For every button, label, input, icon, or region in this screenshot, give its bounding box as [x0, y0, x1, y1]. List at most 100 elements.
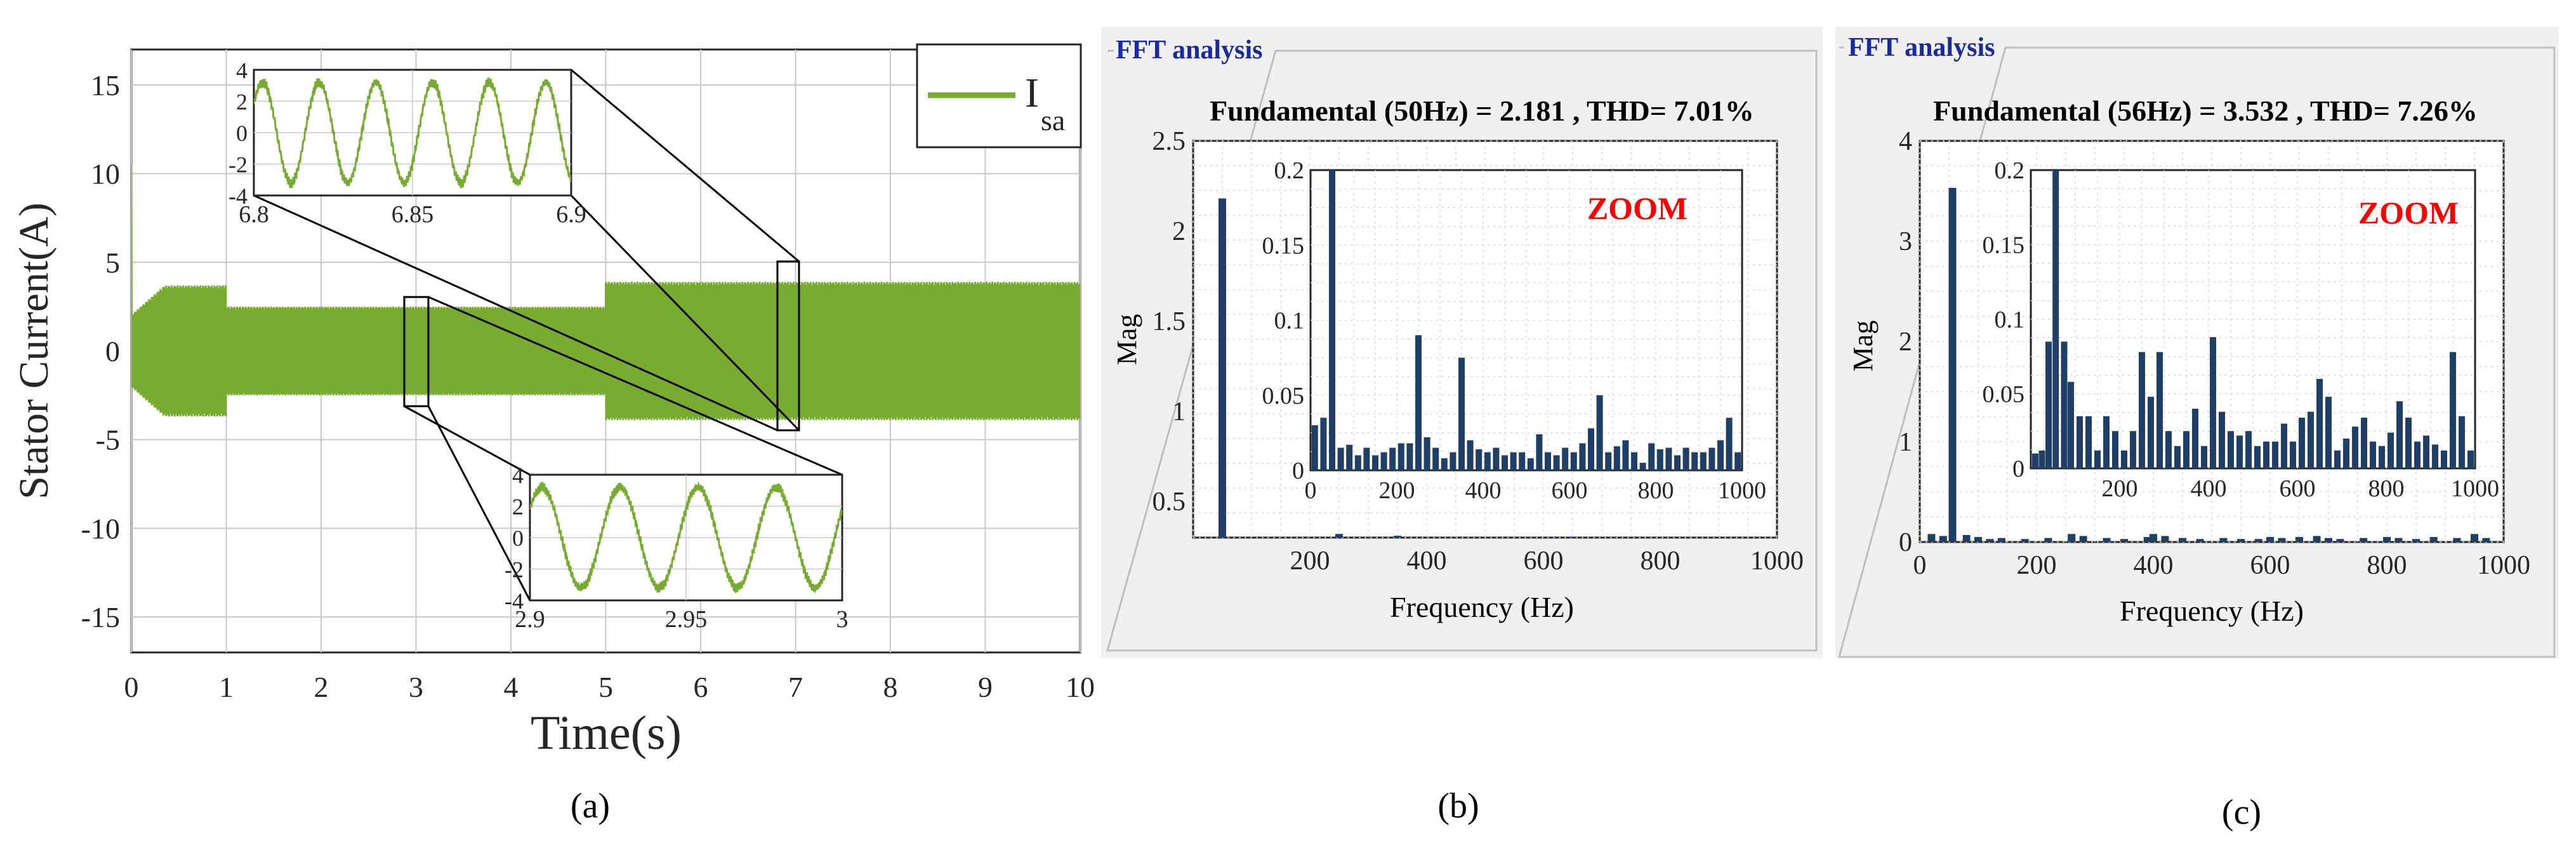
x-tick-label: 1	[219, 671, 234, 703]
fft-x-tick-label: 1000	[1750, 546, 1804, 576]
fft-bar	[2237, 539, 2245, 542]
fft-zoom-x-tick-label: 800	[2368, 475, 2405, 502]
y-tick-label: -5	[96, 424, 120, 456]
fft-bar	[2143, 537, 2151, 542]
fft-zoom-x-tick-label: 400	[2191, 475, 2227, 502]
time-plot-x-ticks: 0 1 2 3 4 5 6 7 8 9 10	[124, 671, 1095, 703]
fft-zoom-bar	[2290, 441, 2296, 468]
fft-bar	[2360, 538, 2368, 542]
fft-zoom-bar	[1656, 449, 1663, 470]
fft-zoom-bar	[1639, 463, 1646, 470]
fft-bar	[2179, 538, 2186, 542]
fft-panel-b-groupbox	[1106, 50, 1818, 652]
fft-zoom-bar	[1631, 452, 1637, 470]
y-tick-label: 0	[105, 335, 120, 367]
inset-bottom-grid	[530, 475, 842, 600]
fft-zoom-bar	[1415, 335, 1422, 470]
fft-bar	[2482, 538, 2490, 542]
x-tick-label: 7	[788, 671, 803, 703]
fft-zoom-bar	[2423, 435, 2429, 468]
fft-zoom-y-tick-label: 0.2	[1995, 157, 2025, 184]
fft-x-tick-label: 800	[1641, 546, 1681, 576]
fft-bar	[2394, 538, 2403, 542]
fft-y-tick-label: 0.5	[1153, 487, 1186, 517]
time-plot-y-ticks: -15 -10 -5 0 5 10 15	[81, 69, 120, 633]
inset-x-tick-label: 2.9	[515, 606, 545, 633]
zoom-source-box-bottom	[403, 296, 430, 407]
fft-zoom-bar	[1467, 440, 1474, 470]
fft-zoom-bar	[2052, 170, 2059, 468]
x-tick-label: 0	[124, 671, 139, 703]
fft-zoom-bar	[1423, 437, 1430, 470]
fft-zoom-bar	[2068, 381, 2074, 468]
fft-zoom-y-tick-label: 0.2	[1274, 157, 1305, 184]
fft-zoom-bar	[2077, 416, 2083, 468]
inset-y-tick-label: -2	[505, 557, 524, 583]
fft-zoom-bar	[2174, 446, 2181, 468]
fft-bar	[2068, 534, 2076, 542]
fft-c-ticks: 0 200 400 600 800 1000 0 1 2 3 4	[1899, 127, 2530, 580]
fft-zoom-bar	[1380, 452, 1387, 470]
fft-bar	[2278, 538, 2286, 542]
fft-zoom-bar	[2450, 352, 2456, 468]
inset-y-tick-label: -4	[505, 588, 524, 614]
fft-zoom-bar	[1536, 434, 1543, 470]
fft-zoom-bar	[1674, 455, 1681, 470]
fft-x-tick-label: 600	[2250, 551, 2290, 580]
fft-zoom-bar	[2061, 341, 2068, 468]
fft-bar	[1569, 536, 1576, 538]
fft-zoom-bar	[2370, 441, 2376, 468]
fft-x-tick-label: 400	[2134, 551, 2174, 580]
fft-bar	[1219, 198, 1226, 538]
y-tick-label: -10	[81, 512, 120, 545]
fft-zoom-x-tick-label: 1000	[2451, 475, 2499, 502]
fft-x-tick-label: 600	[1524, 546, 1564, 576]
inset-y-tick-label: 4	[236, 58, 248, 83]
fft-zoom-bar	[1363, 447, 1370, 470]
fft-zoom-bar	[1596, 395, 1603, 470]
fft-zoom-bar	[1519, 452, 1526, 470]
fft-zoom-bar	[1450, 452, 1456, 470]
fft-zoom-bar	[2045, 341, 2052, 468]
inset-y-tick-label: -4	[228, 183, 248, 209]
fft-bar	[1974, 537, 1982, 542]
fft-zoom-bar	[1484, 452, 1491, 470]
fft-bar	[2412, 539, 2420, 542]
fft-zoom-bar	[1329, 170, 1335, 470]
fft-zoom-bar	[2165, 431, 2172, 468]
fft-bar	[1927, 534, 1936, 542]
fft-bar	[2219, 538, 2228, 542]
fft-zoom-bar	[2157, 352, 2163, 468]
fft-zoom-bar	[1562, 447, 1569, 470]
fft-zoom-bar	[2388, 432, 2394, 468]
fft-zoom-bar	[1734, 452, 1741, 470]
inset-y-tick-label: 2	[512, 494, 524, 520]
fft-c-bars	[1927, 187, 2490, 543]
fft-zoom-x-tick-label: 400	[1465, 477, 1502, 504]
inset-y-tick-label: 0	[236, 121, 248, 146]
x-tick-label: 10	[1066, 671, 1095, 703]
x-tick-label: 3	[409, 671, 423, 703]
fft-zoom-y-tick-label: 0.15	[1262, 232, 1305, 259]
fft-zoom-bar	[1700, 452, 1707, 470]
fft-y-tick-label: 2	[1172, 217, 1186, 246]
fft-zoom-y-tick-label: 0.05	[1262, 383, 1305, 409]
x-axis-label: Time(s)	[531, 706, 682, 760]
fft-zoom-bar	[1622, 440, 1629, 470]
fft-zoom-bar	[2085, 416, 2092, 468]
fft-zoom-bar	[2281, 423, 2287, 468]
inset-trace	[254, 77, 571, 188]
fft-c-y-label: Mag	[1847, 321, 1879, 372]
fft-bar	[2325, 538, 2332, 542]
fft-zoom-bar	[1648, 443, 1655, 470]
fft-bar	[1997, 538, 2005, 542]
fft-zoom-x-tick-label: 200	[2102, 475, 2138, 502]
fft-y-tick-label: 1	[1899, 428, 1912, 457]
fft-bar	[2120, 539, 2128, 542]
inset-trace	[530, 480, 842, 594]
fft-zoom-bar	[2094, 450, 2101, 468]
inset-x-tick-label: 6.85	[392, 201, 434, 228]
fft-bar	[2044, 538, 2052, 542]
fft-x-tick-label: 200	[2017, 551, 2057, 580]
fft-zoom-bar	[2192, 409, 2198, 468]
